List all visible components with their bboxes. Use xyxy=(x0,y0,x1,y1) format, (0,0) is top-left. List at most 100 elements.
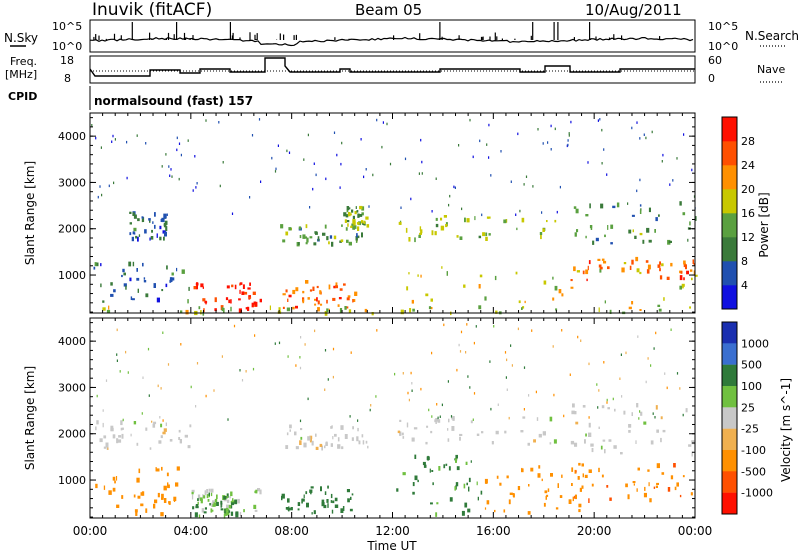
heatmap-cell xyxy=(685,408,688,413)
heatmap-cell xyxy=(173,499,176,502)
heatmap-cell xyxy=(591,483,594,487)
heatmap-cell xyxy=(305,280,309,284)
heatmap-cell xyxy=(145,508,148,513)
heatmap-cell xyxy=(585,235,587,239)
heatmap-cell xyxy=(447,438,450,442)
heatmap-cell xyxy=(137,495,141,499)
colorbar-tick-label: 8 xyxy=(741,255,748,268)
heatmap-cell xyxy=(577,335,579,339)
heatmap-cell xyxy=(288,294,292,298)
heatmap-cell xyxy=(598,389,600,392)
heatmap-cell xyxy=(600,445,603,450)
heatmap-cell xyxy=(332,347,335,351)
heatmap-cell xyxy=(152,221,154,224)
heatmap-cell xyxy=(128,261,132,267)
heatmap-cell xyxy=(253,301,256,306)
heatmap-cell xyxy=(537,473,541,478)
heatmap-cell xyxy=(202,311,205,316)
heatmap-cell xyxy=(662,429,666,433)
heatmap-cell xyxy=(454,186,456,189)
heatmap-cell xyxy=(555,507,559,510)
heatmap-cell xyxy=(627,202,629,205)
heatmap-cell xyxy=(381,145,383,149)
heatmap-cell xyxy=(226,508,230,512)
heatmap-cell xyxy=(365,168,367,171)
colorbar-tick-label: 4 xyxy=(741,279,748,292)
heatmap-cell xyxy=(588,422,591,428)
heatmap-cell xyxy=(634,235,637,239)
heatmap-cell xyxy=(484,478,488,484)
heatmap-cell xyxy=(466,218,470,223)
freq-label-2: [MHz] xyxy=(5,68,37,81)
heatmap-cell xyxy=(192,506,195,510)
heatmap-cell xyxy=(151,229,153,233)
heatmap-cell xyxy=(225,495,228,499)
x-tick-labels: 00:00 04:00 08:00 12:00 16:00 20:00 00:00 xyxy=(73,524,713,538)
heatmap-cell xyxy=(292,306,295,310)
heatmap-cell xyxy=(339,288,343,291)
heatmap-cell xyxy=(628,306,632,310)
heatmap-cell xyxy=(523,366,526,369)
heatmap-cell xyxy=(162,331,164,334)
heatmap-cell xyxy=(568,499,572,504)
heatmap-cell xyxy=(102,422,104,428)
heatmap-cell xyxy=(194,512,198,518)
heatmap-cell xyxy=(676,157,678,160)
heatmap-cell xyxy=(599,266,603,270)
heatmap-cell xyxy=(332,500,335,504)
heatmap-cell xyxy=(313,242,317,246)
heatmap-cell xyxy=(606,485,609,488)
heatmap-cell xyxy=(113,289,116,293)
heatmap-cell xyxy=(340,239,344,243)
heatmap-cell xyxy=(164,231,167,237)
heatmap-cell xyxy=(504,351,507,354)
heatmap-cell xyxy=(522,416,526,419)
heatmap-cell xyxy=(411,299,414,304)
heatmap-cell xyxy=(154,499,158,504)
heatmap-cell xyxy=(631,259,634,265)
heatmap-cell xyxy=(317,300,320,305)
heatmap-cell xyxy=(636,189,638,193)
heatmap-cell xyxy=(469,386,471,389)
heatmap-cell xyxy=(161,493,164,499)
heatmap-cell xyxy=(575,494,577,500)
heatmap-cell xyxy=(153,421,157,425)
heatmap-cell xyxy=(466,323,468,326)
heatmap-cell xyxy=(345,306,349,309)
heatmap-cell xyxy=(484,507,487,510)
station-title: Inuvik (fitACF) xyxy=(92,0,212,20)
heatmap-cell xyxy=(166,472,169,477)
heatmap-cell xyxy=(607,266,610,270)
heatmap-cell xyxy=(93,266,96,270)
noise-right-tick-top: 10^5 xyxy=(708,20,738,33)
heatmap-cell xyxy=(359,205,363,210)
heatmap-cell xyxy=(589,203,591,209)
heatmap-cell xyxy=(321,445,323,451)
heatmap-cell xyxy=(353,299,356,302)
heatmap-cell xyxy=(682,475,685,478)
heatmap-cell xyxy=(410,197,412,201)
beam-title: Beam 05 xyxy=(355,1,422,19)
heatmap-cell xyxy=(327,485,329,489)
x-tick-label: 00:00 xyxy=(678,524,713,538)
heatmap-cell xyxy=(241,379,244,382)
heatmap-cell xyxy=(420,274,422,278)
heatmap-cell xyxy=(96,394,98,398)
heatmap-cell xyxy=(540,234,542,240)
heatmap-cell xyxy=(122,268,125,273)
heatmap-cell xyxy=(133,214,137,219)
heatmap-cell xyxy=(106,309,111,313)
heatmap-cell xyxy=(356,436,359,442)
heatmap-cell xyxy=(597,258,601,261)
heatmap-cell xyxy=(340,425,344,430)
heatmap-cell xyxy=(251,134,254,137)
heatmap-cell xyxy=(130,296,133,300)
heatmap-cell xyxy=(441,403,443,407)
heatmap-cell xyxy=(160,423,163,428)
heatmap-cell xyxy=(404,157,407,161)
heatmap-cell xyxy=(557,483,559,488)
heatmap-cell xyxy=(305,491,308,495)
heatmap-cell xyxy=(288,151,291,154)
heatmap-cell xyxy=(187,139,189,142)
heatmap-cell xyxy=(523,408,525,411)
